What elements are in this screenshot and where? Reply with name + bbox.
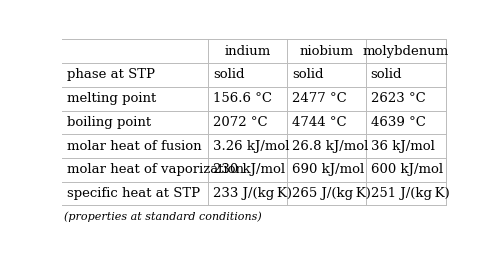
Text: 233 J/(kg K): 233 J/(kg K): [213, 187, 292, 200]
Text: 251 J/(kg K): 251 J/(kg K): [371, 187, 449, 200]
Text: molar heat of fusion: molar heat of fusion: [67, 140, 201, 153]
Text: 36 kJ/mol: 36 kJ/mol: [371, 140, 434, 153]
Text: 600 kJ/mol: 600 kJ/mol: [371, 163, 443, 176]
Text: indium: indium: [224, 45, 271, 58]
Text: boiling point: boiling point: [67, 116, 151, 129]
Text: 2623 °C: 2623 °C: [371, 92, 426, 105]
Text: 26.8 kJ/mol: 26.8 kJ/mol: [292, 140, 368, 153]
Text: 265 J/(kg K): 265 J/(kg K): [292, 187, 371, 200]
Text: solid: solid: [213, 68, 245, 81]
Text: molybdenum: molybdenum: [363, 45, 449, 58]
Text: specific heat at STP: specific heat at STP: [67, 187, 200, 200]
Text: 3.26 kJ/mol: 3.26 kJ/mol: [213, 140, 290, 153]
Text: 4639 °C: 4639 °C: [371, 116, 426, 129]
Text: molar heat of vaporization: molar heat of vaporization: [67, 163, 244, 176]
Text: solid: solid: [292, 68, 323, 81]
Text: 156.6 °C: 156.6 °C: [213, 92, 272, 105]
Text: 690 kJ/mol: 690 kJ/mol: [292, 163, 364, 176]
Text: 2477 °C: 2477 °C: [292, 92, 347, 105]
Text: 4744 °C: 4744 °C: [292, 116, 347, 129]
Text: niobium: niobium: [299, 45, 353, 58]
Text: phase at STP: phase at STP: [67, 68, 155, 81]
Text: 230 kJ/mol: 230 kJ/mol: [213, 163, 285, 176]
Text: 2072 °C: 2072 °C: [213, 116, 268, 129]
Text: solid: solid: [371, 68, 402, 81]
Text: (properties at standard conditions): (properties at standard conditions): [64, 211, 262, 222]
Text: melting point: melting point: [67, 92, 156, 105]
